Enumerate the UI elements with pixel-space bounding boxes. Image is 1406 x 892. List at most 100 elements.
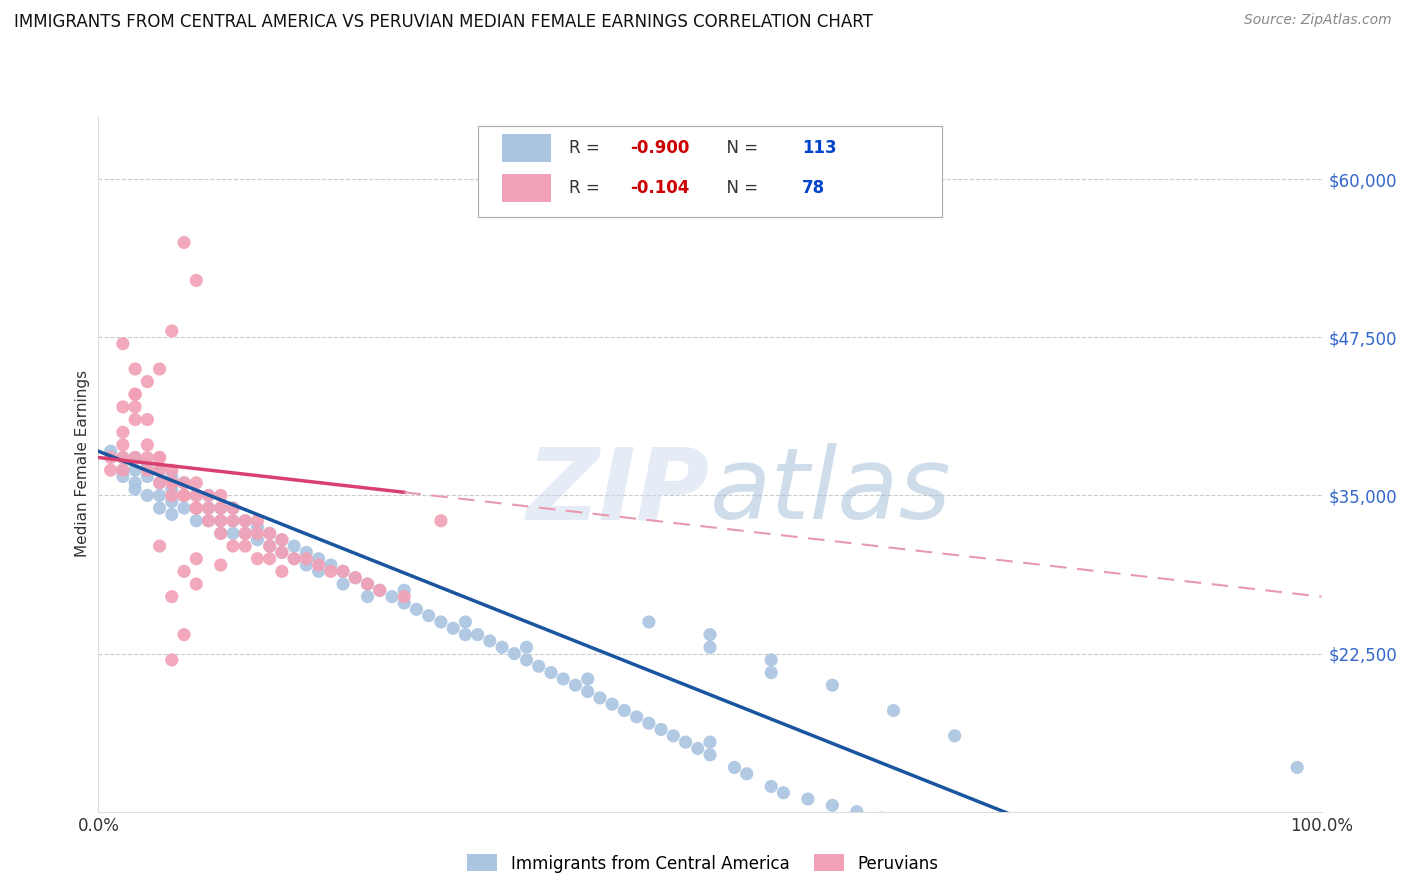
Point — [160, 495, 183, 509]
Point — [723, 760, 745, 774]
Point — [761, 665, 783, 680]
Point — [136, 463, 159, 477]
Point — [160, 590, 183, 604]
Point — [160, 324, 183, 338]
Point — [124, 463, 146, 477]
Point — [149, 539, 172, 553]
Text: 78: 78 — [801, 178, 825, 196]
Point — [136, 438, 159, 452]
Point — [259, 526, 281, 541]
Point — [270, 545, 294, 559]
Point — [356, 590, 378, 604]
Point — [332, 565, 354, 579]
Point — [209, 501, 232, 516]
Point — [209, 526, 232, 541]
Point — [1090, 868, 1112, 882]
Point — [392, 583, 416, 598]
Point — [319, 558, 342, 572]
Point — [894, 817, 917, 831]
Point — [124, 387, 146, 401]
Point — [638, 716, 661, 731]
Point — [186, 475, 208, 490]
Point — [797, 792, 820, 806]
Point — [270, 533, 294, 547]
Point — [160, 482, 183, 496]
Point — [233, 526, 256, 541]
Text: -0.104: -0.104 — [630, 178, 690, 196]
Point — [699, 627, 721, 641]
Point — [124, 482, 146, 496]
Point — [233, 514, 256, 528]
Point — [173, 235, 195, 250]
Point — [295, 551, 318, 566]
Point — [160, 488, 183, 502]
Point — [160, 475, 183, 490]
Point — [136, 375, 159, 389]
Point — [761, 653, 783, 667]
Point — [149, 475, 172, 490]
Point — [883, 704, 905, 718]
Point — [197, 488, 219, 502]
Point — [662, 729, 685, 743]
Point — [405, 602, 427, 616]
Point — [356, 577, 378, 591]
Point — [186, 488, 208, 502]
Point — [136, 457, 159, 471]
Point — [467, 627, 489, 641]
Point — [209, 558, 232, 572]
Point — [515, 640, 537, 655]
Point — [222, 514, 245, 528]
Point — [124, 412, 146, 426]
Point — [209, 488, 232, 502]
Point — [173, 488, 195, 502]
Point — [246, 514, 269, 528]
Point — [100, 463, 122, 477]
Point — [197, 501, 219, 516]
Point — [821, 798, 844, 813]
Point — [149, 488, 172, 502]
Point — [576, 672, 599, 686]
Point — [160, 475, 183, 490]
Point — [186, 501, 208, 516]
Point — [173, 565, 195, 579]
Point — [222, 539, 245, 553]
Point — [173, 475, 195, 490]
Point — [564, 678, 586, 692]
Point — [270, 533, 294, 547]
Point — [491, 640, 513, 655]
Point — [124, 362, 146, 376]
Point — [675, 735, 697, 749]
Point — [136, 488, 159, 502]
Point — [100, 450, 122, 465]
Point — [319, 565, 342, 579]
Point — [222, 514, 245, 528]
Point — [186, 501, 208, 516]
Point — [344, 571, 367, 585]
Point — [209, 514, 232, 528]
Point — [246, 533, 269, 547]
Point — [111, 463, 134, 477]
FancyBboxPatch shape — [502, 174, 551, 202]
Point — [821, 678, 844, 692]
Point — [1115, 874, 1137, 888]
Point — [209, 526, 232, 541]
Point — [589, 690, 612, 705]
Point — [136, 469, 159, 483]
Point — [111, 463, 134, 477]
Point — [149, 463, 172, 477]
Point — [173, 501, 195, 516]
Text: N =: N = — [716, 139, 763, 157]
Point — [295, 558, 318, 572]
Point — [197, 514, 219, 528]
Point — [173, 475, 195, 490]
Point — [111, 450, 134, 465]
Point — [186, 551, 208, 566]
Point — [993, 843, 1015, 857]
Legend: Immigrants from Central America, Peruvians: Immigrants from Central America, Peruvia… — [461, 847, 945, 880]
Point — [100, 444, 122, 458]
Text: -0.900: -0.900 — [630, 139, 690, 157]
Point — [186, 273, 208, 287]
Point — [638, 615, 661, 629]
Point — [233, 514, 256, 528]
Point — [761, 780, 783, 794]
